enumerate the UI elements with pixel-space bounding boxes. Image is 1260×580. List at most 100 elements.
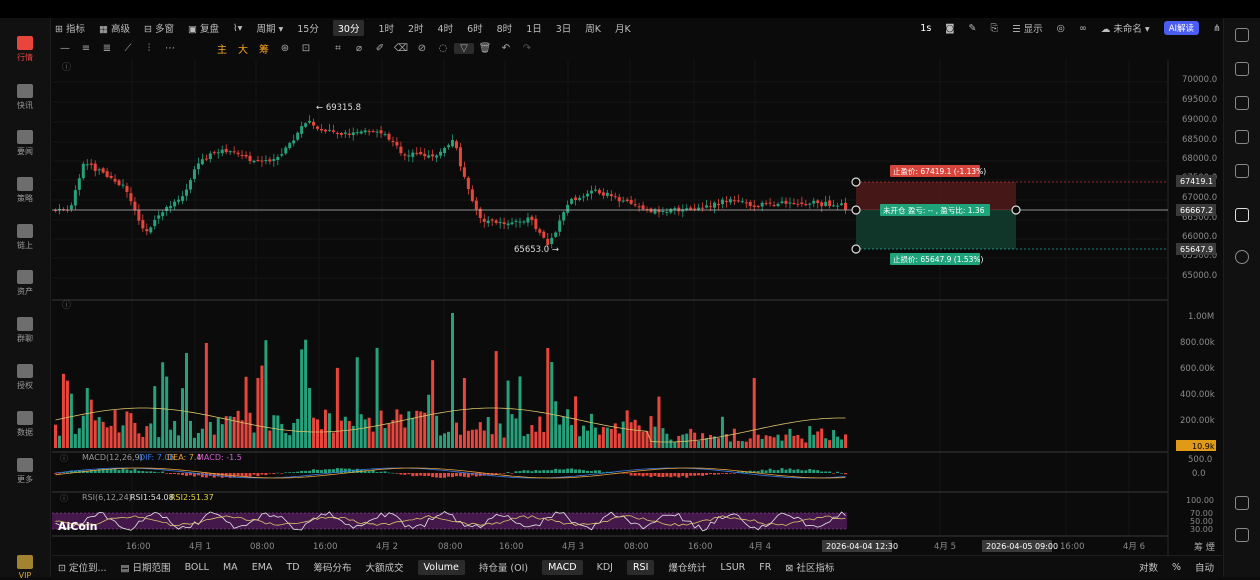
big-order-button[interactable]: 大 — [238, 44, 248, 56]
sub-rsi[interactable]: RSI — [626, 559, 655, 575]
date-range-button[interactable]: ▤ 日期范围 — [120, 563, 171, 574]
horizontal-line-icon[interactable]: — — [60, 42, 70, 54]
indicator-ma[interactable]: MA — [222, 561, 238, 573]
select-icon[interactable]: ⌗ — [335, 42, 341, 54]
nav-item-assets[interactable]: 资产 — [0, 270, 50, 297]
ai-interpret-button[interactable]: AI解读 — [1163, 21, 1200, 35]
handle[interactable] — [851, 177, 861, 187]
trend-line-icon[interactable]: ⟋ — [124, 42, 132, 54]
interval-week[interactable]: 周K — [585, 24, 602, 35]
advanced-button[interactable]: ▦ 高级 — [99, 24, 131, 35]
camera-icon[interactable]: ◙ — [945, 22, 955, 34]
nav-item-data[interactable]: 数据 — [0, 411, 50, 438]
target-icon[interactable]: ◎ — [1056, 22, 1065, 34]
chart-type-button[interactable]: ⌇▾ — [233, 22, 243, 34]
volume-bar — [486, 417, 490, 448]
trash-icon[interactable]: 🗑 — [478, 42, 492, 54]
sub-macd[interactable]: MACD — [542, 559, 583, 575]
filter-icon[interactable]: ▽ — [454, 42, 474, 54]
lock-icon[interactable]: ⊘ — [417, 42, 427, 54]
replay-button[interactable]: ▣ 复盘 — [188, 24, 220, 35]
indicator-boll[interactable]: BOLL — [184, 561, 209, 573]
list-icon[interactable] — [1235, 62, 1249, 76]
ruler-icon[interactable]: ⌀ — [355, 42, 363, 54]
channel-icon[interactable]: ≣ — [102, 42, 112, 54]
period-dropdown[interactable]: 周期 ▾ — [256, 24, 284, 35]
history-icon[interactable] — [1235, 164, 1249, 178]
brush-icon[interactable]: ✐ — [375, 42, 385, 54]
interval-month[interactable]: 月K — [615, 24, 631, 35]
indicator-ema[interactable]: EMA — [251, 561, 273, 573]
community-indicators-button[interactable]: ⊠ 社区指标 — [785, 563, 835, 574]
interval-6h[interactable]: 6时 — [467, 24, 483, 35]
rsi-info-icon[interactable]: ⓘ — [60, 494, 68, 503]
nav-item-strategy[interactable]: 策略 — [0, 177, 50, 204]
multi-window-button[interactable]: ⊟ 多窗 — [144, 24, 175, 35]
indicator-button[interactable]: ⊞ 指标 — [55, 24, 85, 35]
nav-item-market[interactable]: 行情 — [0, 36, 50, 63]
candle-body — [490, 219, 494, 221]
price-chart[interactable]: ⓘ ← 69315.8 65653.0 → 止盈价: 67419.1 (-1.1… — [52, 60, 1222, 555]
sub-kdj[interactable]: KDJ — [596, 561, 613, 573]
macd-info-icon[interactable]: ⓘ — [60, 454, 68, 463]
document-icon[interactable] — [1235, 28, 1249, 42]
link-icon[interactable]: ∞ — [1078, 22, 1087, 34]
nav-item-news[interactable]: 快讯 — [0, 84, 50, 111]
measure-icon[interactable]: ⊡ — [301, 42, 311, 54]
alert-icon[interactable] — [1235, 250, 1249, 264]
handle[interactable] — [1011, 205, 1021, 215]
indicator-td[interactable]: TD — [286, 561, 300, 573]
indicator-large-trades[interactable]: 大额成交 — [365, 563, 404, 574]
log-scale-toggle[interactable]: 对数 — [1138, 563, 1158, 574]
nav-item-auth[interactable]: 授权 — [0, 364, 50, 391]
interval-1d[interactable]: 1日 — [526, 24, 542, 35]
copy-icon[interactable]: ⎘ — [990, 22, 999, 34]
sub-liquidations[interactable]: 爆仓统计 — [668, 563, 707, 574]
interval-15m[interactable]: 15分 — [297, 24, 319, 35]
hide-icon[interactable]: ◌ — [438, 42, 448, 54]
sub-volume[interactable]: Volume — [417, 559, 465, 575]
eraser-icon[interactable]: ⌫ — [393, 42, 409, 54]
interval-30m[interactable]: 30分 — [332, 20, 365, 36]
nav-item-vip[interactable]: VIP — [0, 555, 50, 580]
nav-item-onchain[interactable]: 链上 — [0, 224, 50, 251]
share-icon[interactable]: ⋔ — [1213, 22, 1221, 34]
undo-icon[interactable]: ↶ — [501, 42, 511, 54]
sub-open-interest[interactable]: 持仓量 (OI) — [478, 563, 529, 574]
interval-4h[interactable]: 4时 — [437, 24, 454, 35]
auto-scale-toggle[interactable]: 自动 — [1194, 563, 1214, 574]
table-icon[interactable] — [1235, 96, 1249, 110]
nav-item-more[interactable]: 更多 — [0, 458, 50, 485]
percent-scale-toggle[interactable]: % — [1171, 561, 1181, 573]
chips-button[interactable]: 筹 — [259, 44, 269, 56]
layout-name-dropdown[interactable]: ☁ 未命名 ▾ — [1100, 24, 1150, 35]
more-tools-icon[interactable]: ⋯ — [165, 42, 175, 54]
robot-icon[interactable] — [1235, 208, 1249, 222]
settings-icon[interactable] — [1235, 528, 1249, 542]
magnet-icon[interactable]: ⊛ — [280, 42, 290, 54]
handle[interactable] — [851, 205, 861, 215]
interval-2h[interactable]: 2时 — [408, 24, 424, 35]
sub-fr[interactable]: FR — [759, 561, 772, 573]
main-force-button[interactable]: 主 — [217, 44, 227, 56]
redo-icon[interactable]: ↷ — [522, 42, 532, 54]
volume-info-icon[interactable]: ⓘ — [62, 300, 71, 311]
interval-1h[interactable]: 1时 — [378, 24, 394, 35]
locate-button[interactable]: ⊡ 定位到... — [58, 563, 107, 574]
speed-button[interactable]: 1s — [920, 22, 932, 34]
clock-icon[interactable] — [1235, 130, 1249, 144]
display-button[interactable]: ☰ 显示 — [1012, 24, 1043, 35]
layout-icon[interactable] — [1235, 496, 1249, 510]
stop-loss-zone[interactable] — [856, 210, 1016, 249]
nav-item-headlines[interactable]: 要闻 — [0, 130, 50, 157]
interval-8h[interactable]: 8时 — [496, 24, 513, 35]
fib-icon[interactable]: ⫶ — [147, 42, 151, 54]
interval-3d[interactable]: 3日 — [555, 24, 572, 35]
sub-lsur[interactable]: LSUR — [720, 561, 746, 573]
indicator-chips[interactable]: 筹码分布 — [313, 563, 352, 574]
handle[interactable] — [851, 244, 861, 254]
lines-icon[interactable]: ≡ — [81, 42, 91, 54]
pencil-icon[interactable]: ✎ — [968, 22, 977, 34]
nav-item-chat[interactable]: 群聊 — [0, 317, 50, 344]
info-icon[interactable]: ⓘ — [62, 62, 71, 73]
